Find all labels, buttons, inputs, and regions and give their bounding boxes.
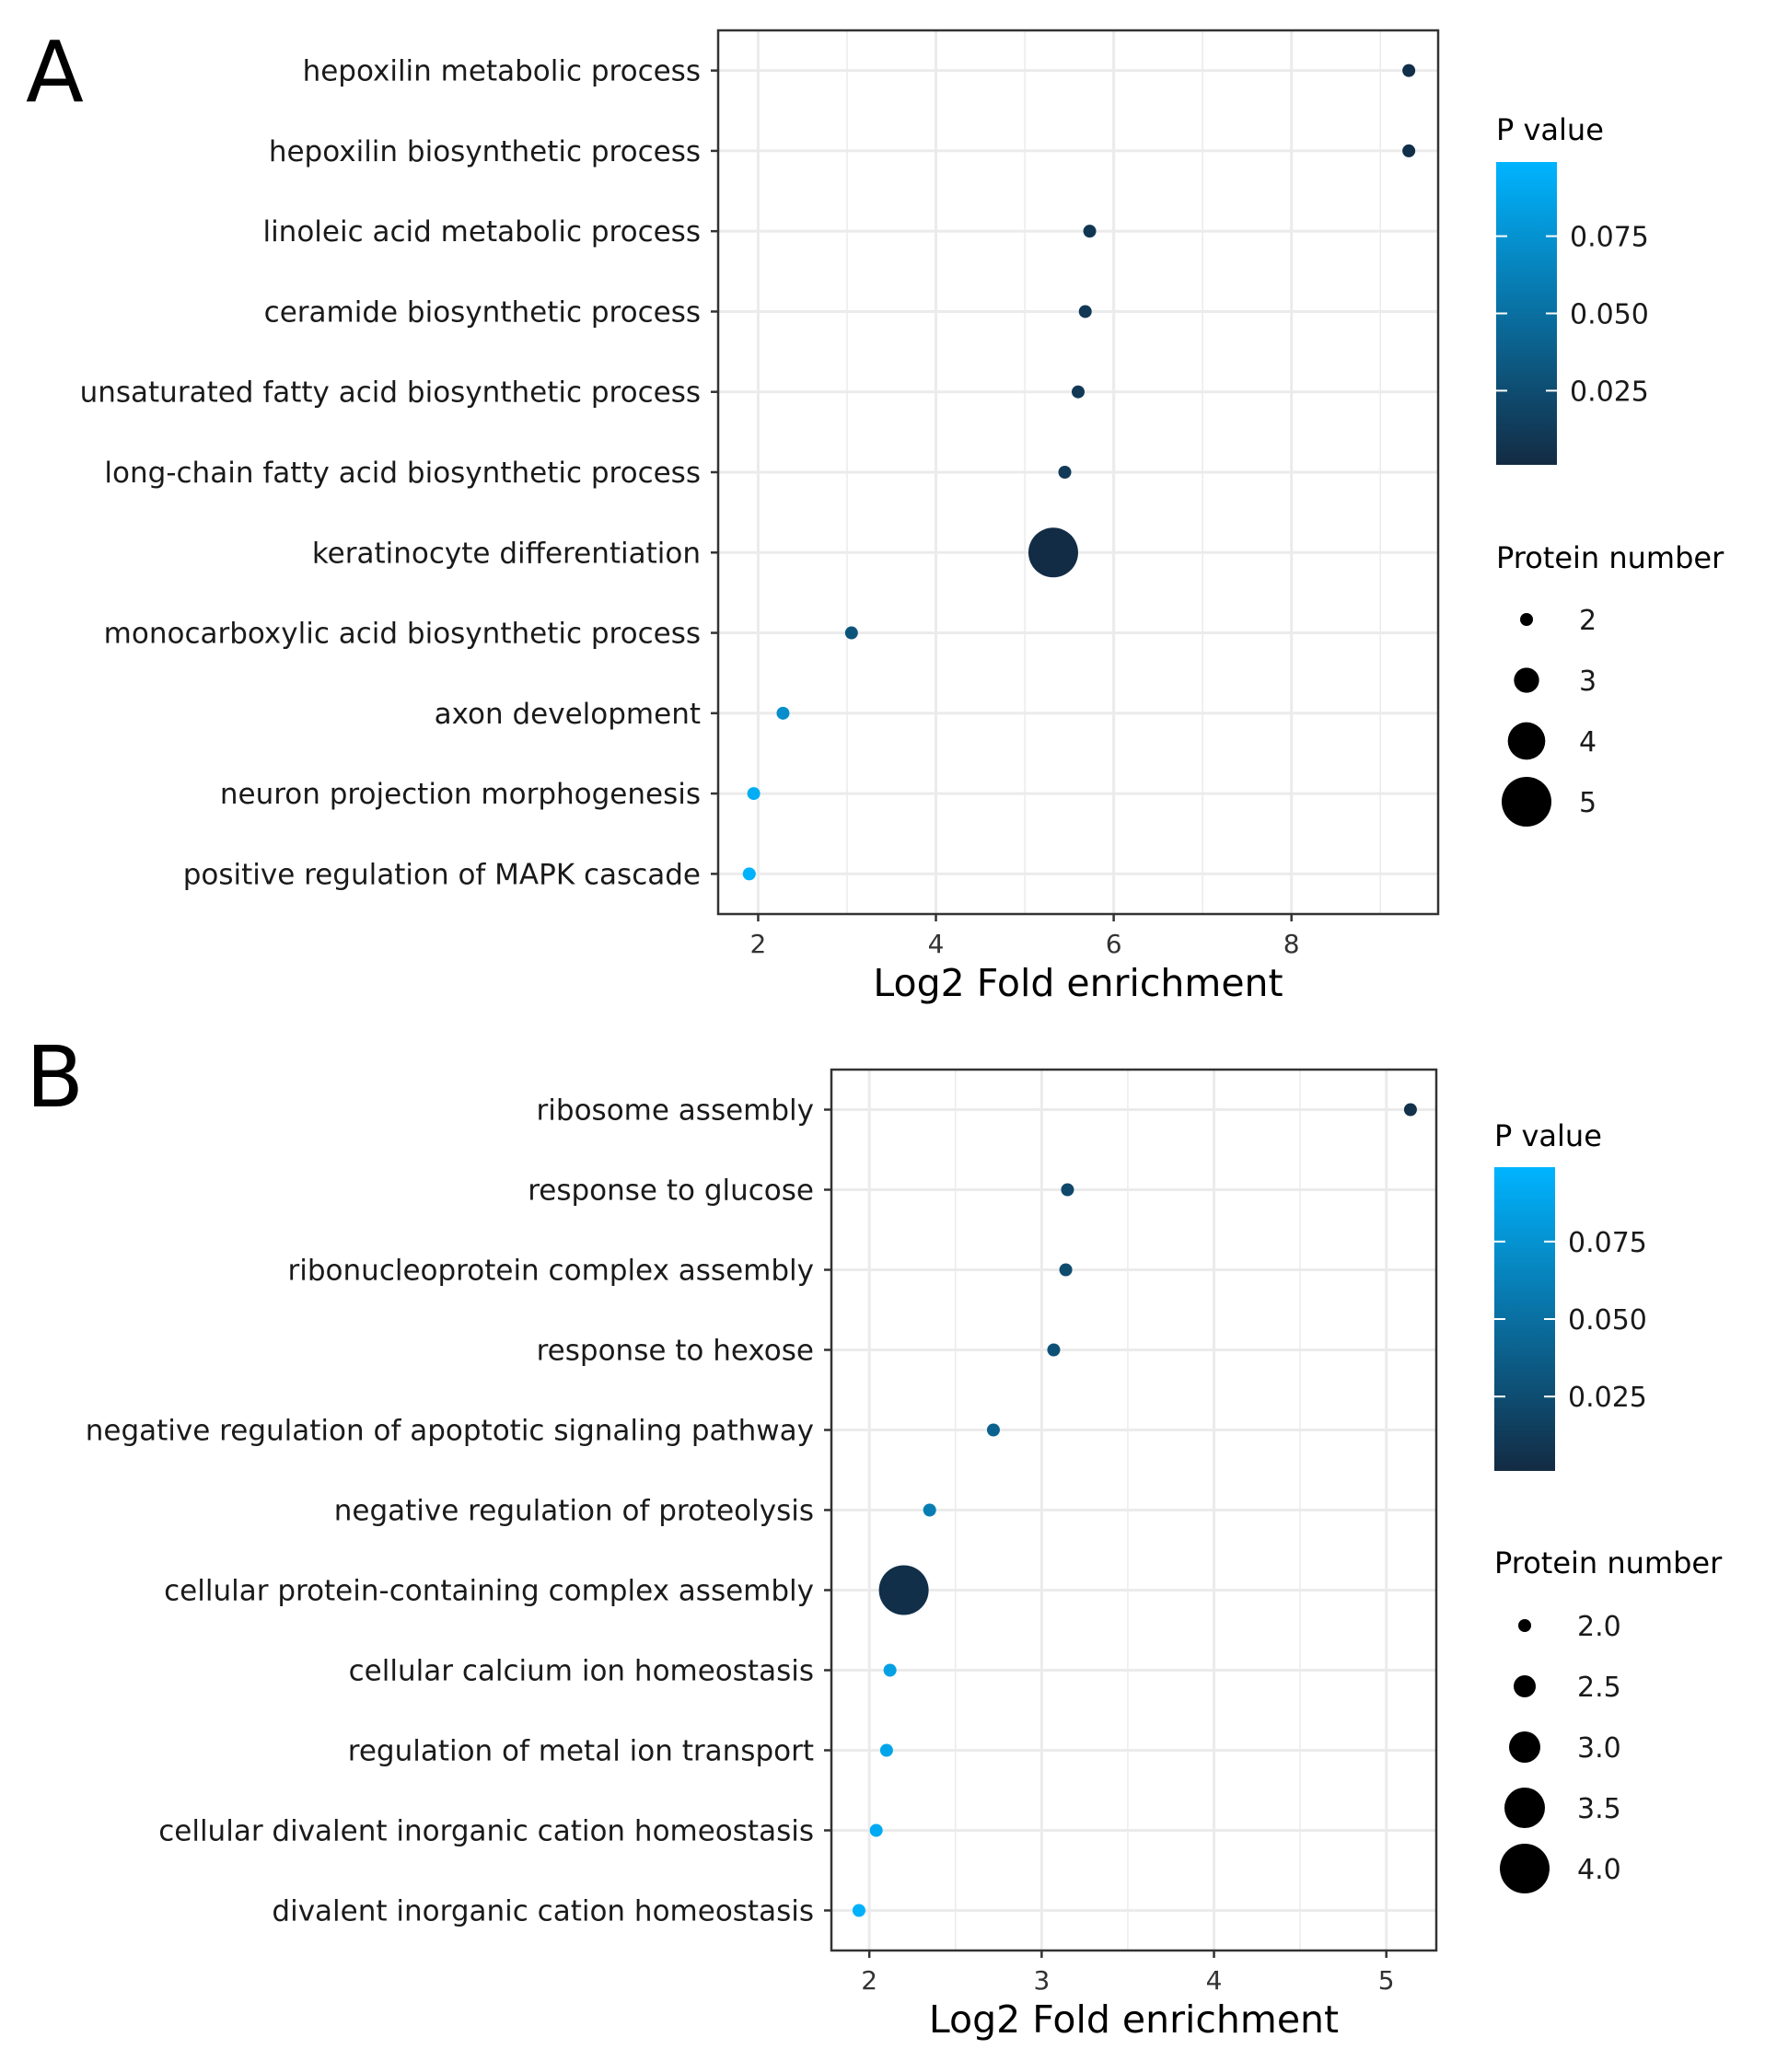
x-tick-label: 4 xyxy=(1206,1965,1223,1996)
x-tick-label: 6 xyxy=(1106,929,1122,959)
y-tick-label: ceramide biosynthetic process xyxy=(264,295,701,329)
size-legend-key xyxy=(1514,667,1539,693)
data-point xyxy=(869,1823,883,1837)
data-point xyxy=(1072,385,1085,399)
size-legend-key xyxy=(1518,1619,1531,1632)
y-tick-label: cellular divalent inorganic cation homeo… xyxy=(158,1815,814,1848)
data-point xyxy=(742,867,756,881)
y-tick-label: ribonucleoprotein complex assembly xyxy=(288,1255,814,1288)
panel-b-plot: ribosome assembly response to glucose ribo… xyxy=(86,1068,1438,2042)
data-point xyxy=(852,1904,865,1917)
data-point xyxy=(1028,527,1078,578)
y-tick-label: neuron projection morphogenesis xyxy=(220,778,701,811)
y-tick-label: negative regulation of apoptotic signali… xyxy=(86,1415,814,1448)
data-point xyxy=(1083,225,1097,238)
panel-a-legend: P value 0.075 0.050 0.025 Protein number 2 3 4 5 xyxy=(1496,112,1724,827)
size-legend-key xyxy=(1509,1731,1540,1763)
data-point xyxy=(1058,466,1072,479)
y-tick-label: monocarboxylic acid biosynthetic process xyxy=(104,618,701,651)
y-tick-label: cellular protein-containing complex asse… xyxy=(164,1575,814,1608)
size-legend-key xyxy=(1502,777,1551,827)
size-legend-label: 4 xyxy=(1579,726,1597,758)
data-point xyxy=(1059,1263,1073,1277)
colorbar-tick-label: 0.075 xyxy=(1570,222,1649,254)
y-tick-label: regulation of metal ion transport xyxy=(348,1735,814,1768)
size-legend-label: 2.5 xyxy=(1577,1672,1621,1704)
data-point xyxy=(986,1423,1000,1437)
color-legend-title: P value xyxy=(1494,1118,1602,1153)
y-tick-label: long-chain fatty acid biosynthetic proce… xyxy=(104,457,701,490)
y-tick-label: hepoxilin biosynthetic process xyxy=(269,135,701,168)
data-point xyxy=(883,1663,897,1677)
y-tick-label: linoleic acid metabolic process xyxy=(262,215,701,249)
x-tick-label: 4 xyxy=(928,929,945,959)
data-point xyxy=(1403,1103,1417,1117)
panel-b-legend: P value 0.075 0.050 0.025 Protein number 2.0 2… xyxy=(1494,1118,1723,1893)
data-point xyxy=(776,706,790,720)
y-tick-label: negative regulation of proteolysis xyxy=(334,1495,814,1528)
x-tick-label: 2 xyxy=(861,1965,877,1996)
data-point xyxy=(1061,1183,1074,1197)
x-tick-label: 5 xyxy=(1378,1965,1395,1996)
size-legend-label: 2 xyxy=(1579,605,1597,637)
data-point xyxy=(747,787,761,801)
panel-a: A hepoxilin metabolic process hepoxilin b… xyxy=(26,23,1724,1005)
y-tick-label: response to glucose xyxy=(528,1175,814,1208)
y-tick-label: cellular calcium ion homeostasis xyxy=(349,1655,814,1688)
x-axis-title: Log2 Fold enrichment xyxy=(929,1997,1339,2042)
data-point xyxy=(1402,64,1416,77)
color-legend-title: P value xyxy=(1496,112,1604,147)
size-legend-key xyxy=(1507,722,1546,760)
size-legend-label: 3.0 xyxy=(1577,1732,1621,1765)
panel-a-plot: hepoxilin metabolic process hepoxilin bio… xyxy=(80,29,1440,1005)
y-tick-label: hepoxilin metabolic process xyxy=(303,55,701,88)
size-legend-label: 3.5 xyxy=(1577,1793,1621,1825)
size-legend-title: Protein number xyxy=(1494,1545,1723,1580)
panel-letter-a: A xyxy=(26,23,84,122)
data-point xyxy=(923,1503,936,1517)
x-axis-title: Log2 Fold enrichment xyxy=(873,961,1283,1005)
data-point xyxy=(844,626,858,640)
data-point xyxy=(879,1743,893,1757)
size-legend-label: 2.0 xyxy=(1577,1611,1621,1643)
y-tick-label: positive regulation of MAPK cascade xyxy=(183,858,701,891)
y-tick-label: ribosome assembly xyxy=(537,1094,814,1128)
size-legend-label: 4.0 xyxy=(1577,1854,1621,1886)
data-point xyxy=(1402,144,1416,157)
colorbar-tick-label: 0.050 xyxy=(1570,299,1649,331)
y-tick-label: unsaturated fatty acid biosynthetic proc… xyxy=(80,376,701,410)
colorbar-tick-label: 0.050 xyxy=(1568,1304,1647,1337)
x-tick-label: 2 xyxy=(750,929,767,959)
data-point xyxy=(878,1565,929,1615)
y-tick-label: keratinocyte differentiation xyxy=(312,537,701,570)
size-legend-key xyxy=(1520,613,1533,626)
size-legend-label: 5 xyxy=(1579,787,1597,819)
data-point xyxy=(1078,305,1092,318)
colorbar-tick-label: 0.025 xyxy=(1568,1382,1647,1414)
size-legend-label: 3 xyxy=(1579,666,1597,698)
panel-letter-b: B xyxy=(26,1028,84,1127)
size-legend-key xyxy=(1514,1675,1536,1697)
data-point xyxy=(1047,1343,1061,1357)
colorbar-tick-label: 0.025 xyxy=(1570,376,1649,408)
x-tick-label: 8 xyxy=(1283,929,1300,959)
y-tick-label: divalent inorganic cation homeostasis xyxy=(272,1895,814,1928)
y-tick-label: axon development xyxy=(435,698,701,731)
y-tick-label: response to hexose xyxy=(537,1335,814,1368)
colorbar-tick-label: 0.075 xyxy=(1568,1227,1647,1259)
size-legend-key xyxy=(1504,1788,1545,1828)
size-legend-title: Protein number xyxy=(1496,540,1724,575)
x-tick-label: 3 xyxy=(1033,1965,1050,1996)
size-legend-key xyxy=(1500,1844,1550,1893)
